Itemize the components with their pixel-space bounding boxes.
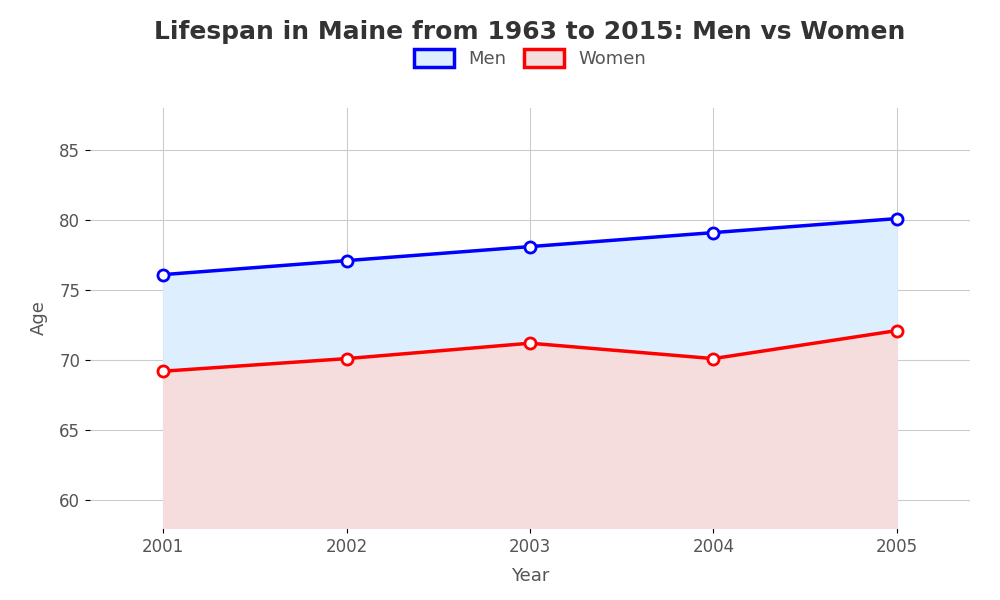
Legend: Men, Women: Men, Women [407, 41, 653, 75]
X-axis label: Year: Year [511, 567, 549, 585]
Title: Lifespan in Maine from 1963 to 2015: Men vs Women: Lifespan in Maine from 1963 to 2015: Men… [154, 20, 906, 44]
Y-axis label: Age: Age [30, 301, 48, 335]
